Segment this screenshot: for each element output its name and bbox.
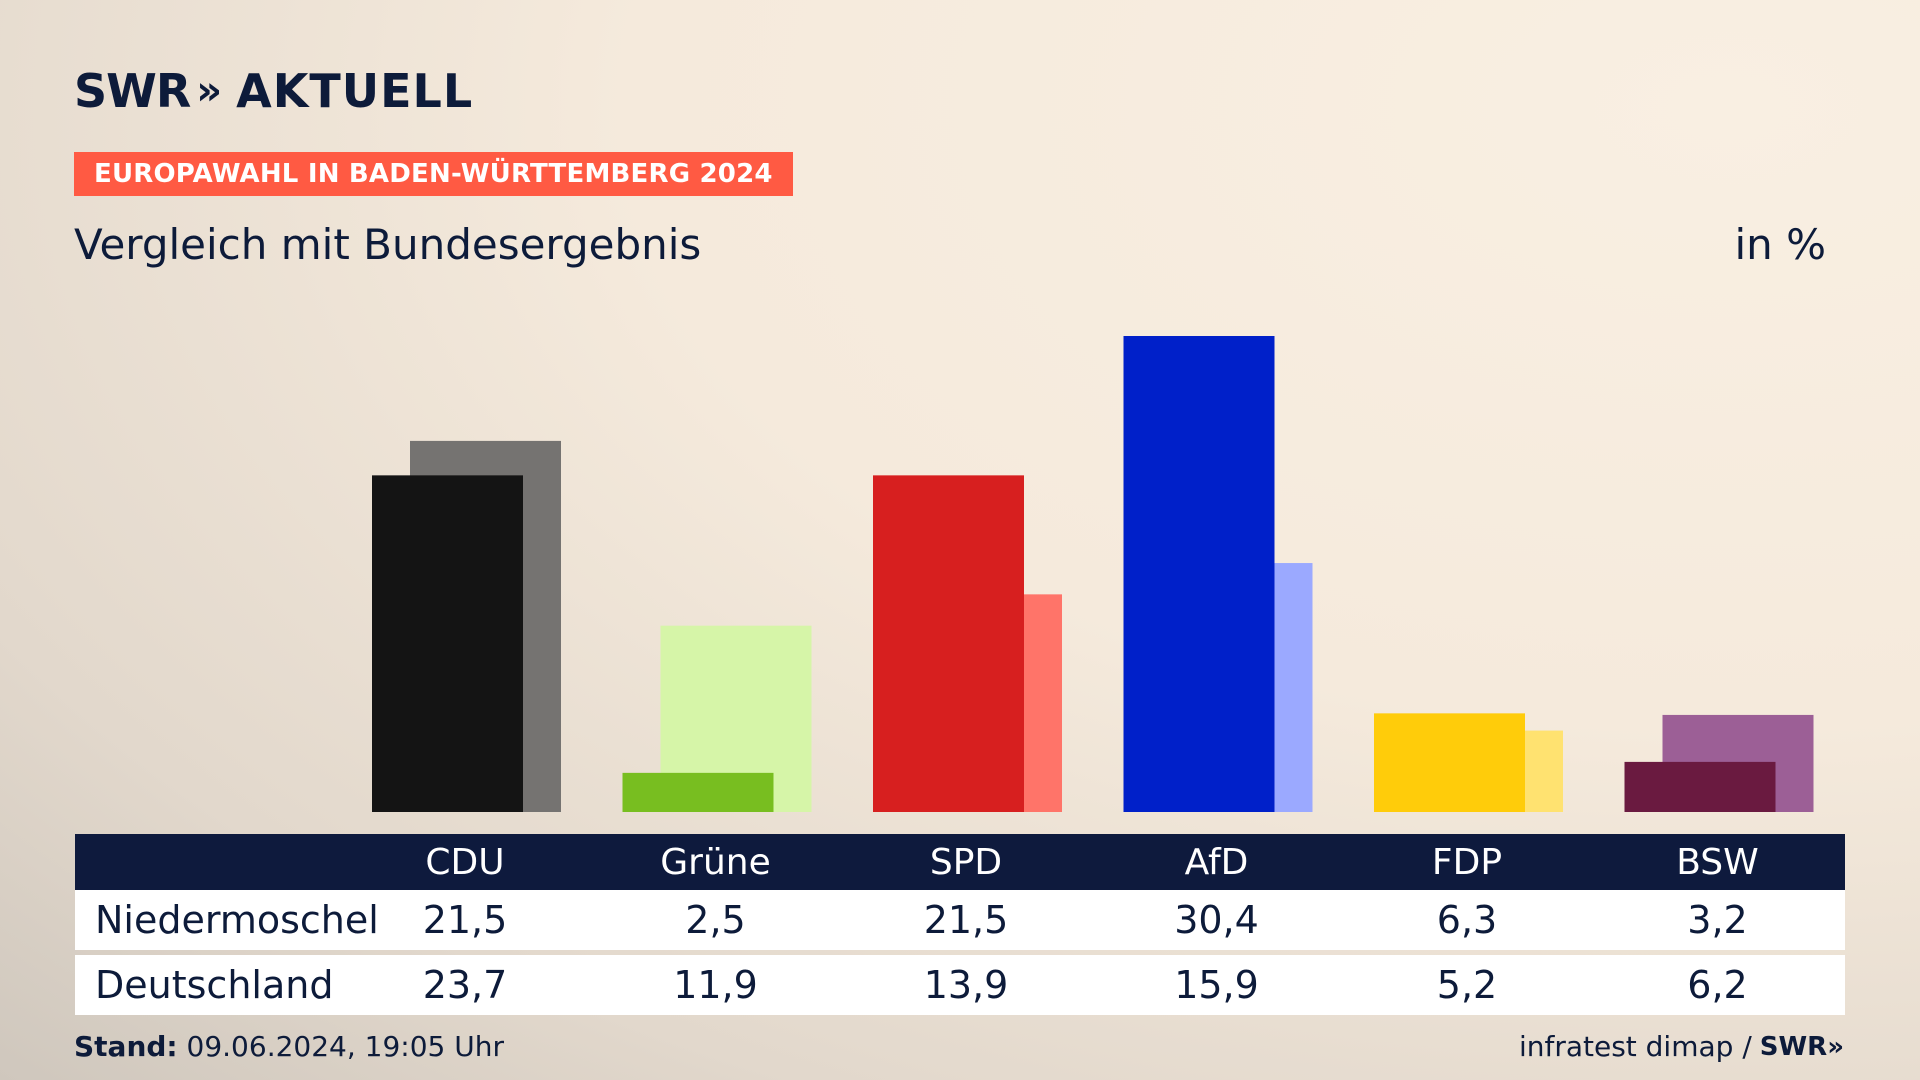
table-cell: 15,9: [1174, 963, 1259, 1007]
table-cell: 21,5: [422, 898, 508, 942]
bar-deutschland-cdu: [410, 440, 561, 812]
logo-arrows-icon: »: [196, 68, 222, 114]
swr-small-logo: SWR»: [1759, 1031, 1844, 1062]
bar-niedermoschel-spd: [873, 475, 1024, 812]
unit-label: in %: [1734, 220, 1826, 269]
bar-deutschland-bsw: [1662, 714, 1814, 812]
column-header-grüne: Grüne: [660, 841, 771, 883]
row-label: Niedermoschel: [95, 898, 379, 942]
row-label: Deutschland: [95, 963, 334, 1007]
table-cell: 2,5: [685, 898, 746, 942]
column-header-spd: SPD: [929, 841, 1003, 883]
election-badge: EUROPAWAHL IN BADEN-WÜRTTEMBERG 2024: [74, 152, 793, 196]
bar-niedermoschel-cdu: [372, 475, 523, 812]
chart-subtitle: Vergleich mit Bundesergebnis: [74, 220, 702, 269]
column-header-afd: AfD: [1184, 841, 1249, 883]
table-cell: 5,2: [1436, 963, 1498, 1007]
stand-label: Stand:: [74, 1030, 178, 1063]
table-cell: 21,5: [923, 898, 1009, 942]
results-table: CDU Grüne SPD AfD FDP BSW Niedermoschel 21,5 2…: [75, 834, 1845, 1015]
bar-deutschland-spd: [911, 594, 1062, 812]
timestamp: Stand: 09.06.2024, 19:05 Uhr: [74, 1030, 504, 1063]
bar-niedermoschel-grüne: [622, 772, 774, 812]
table-header: CDU Grüne SPD AfD FDP BSW: [75, 834, 1845, 890]
swr-aktuell-logo: SWR » AKTUELL: [74, 64, 473, 118]
column-header-fdp: FDP: [1431, 841, 1503, 883]
table-cell: 13,9: [923, 963, 1009, 1007]
source-credit: infratest dimap / SWR»: [1519, 1030, 1844, 1063]
table-cell: 30,4: [1174, 898, 1259, 942]
bar-niedermoschel-bsw: [1624, 761, 1776, 812]
bar-deutschland-grüne: [660, 625, 812, 812]
bar-niedermoschel-fdp: [1374, 713, 1525, 812]
table-cell: 6,3: [1436, 898, 1498, 942]
bar-deutschland-fdp: [1412, 730, 1563, 812]
bar-niedermoschel-afd: [1123, 336, 1275, 812]
table-row-deutschland: Deutschland 23,7 11,9 13,9 15,9 5,2 6,2: [75, 955, 1845, 1015]
column-header-cdu: CDU: [425, 841, 505, 883]
table-cell: 3,2: [1687, 898, 1748, 942]
bar-deutschland-afd: [1161, 563, 1313, 812]
table-cell: 11,9: [673, 963, 758, 1007]
stand-value: 09.06.2024, 19:05 Uhr: [186, 1030, 504, 1063]
table-cell: 6,2: [1687, 963, 1748, 1007]
table-row-niedermoschel: Niedermoschel 21,5 2,5 21,5 30,4 6,3 3,2: [75, 890, 1845, 950]
logo-aktuell: AKTUELL: [236, 64, 474, 118]
column-header-bsw: BSW: [1676, 841, 1759, 883]
logo-swr: SWR: [74, 64, 191, 118]
table-cell: 23,7: [422, 963, 508, 1007]
source-text: infratest dimap /: [1518, 1030, 1752, 1063]
